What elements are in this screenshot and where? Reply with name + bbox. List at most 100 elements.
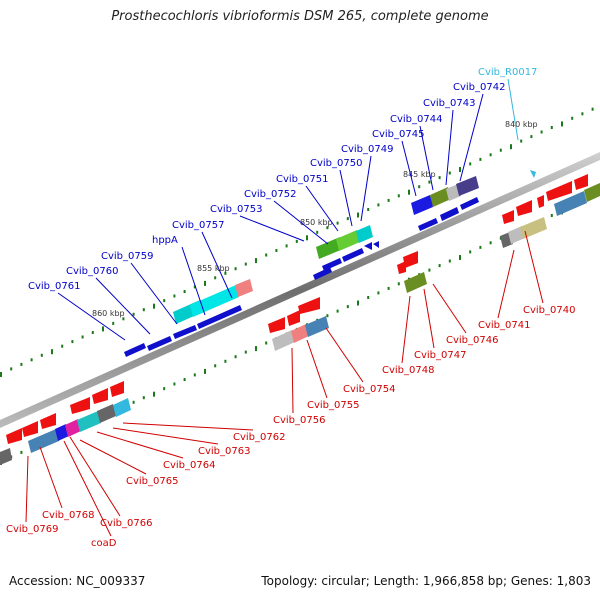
gene-label-forward[interactable]: Cvib_0751 [276, 174, 328, 185]
gene-arrow-rev-13[interactable] [516, 200, 532, 216]
gene-arrow-rev-1[interactable] [6, 428, 22, 444]
ruler-tick [591, 107, 594, 111]
cog-box-grey-3[interactable] [97, 404, 116, 423]
cog-box-magenta-1[interactable] [65, 419, 81, 437]
cog-box-lightgrey-1[interactable] [272, 330, 295, 351]
gene-label-reverse[interactable]: Cvib_0769 [6, 524, 58, 535]
ruler-tick [285, 244, 288, 248]
gene-label-forward[interactable]: Cvib_0745 [372, 129, 424, 140]
reverse-strand-genes [0, 174, 600, 465]
gene-label-reverse[interactable]: Cvib_0765 [126, 476, 178, 487]
ruler-tick [377, 203, 380, 207]
gene-label-forward[interactable]: Cvib_0760 [66, 266, 118, 277]
cog-box-khaki-1[interactable] [520, 217, 547, 239]
gene-label-reverse[interactable]: Cvib_0741 [478, 320, 530, 331]
gene-arrow-rev-12[interactable] [502, 210, 514, 224]
gene-arrow-cvib-0752[interactable] [322, 258, 342, 271]
gene-label-forward[interactable]: Cvib_0750 [310, 158, 362, 169]
gene-label-reverse[interactable]: Cvib_0754 [343, 384, 395, 395]
gene-arrow-cvib-0753[interactable] [313, 267, 332, 280]
cog-box-slate-1[interactable] [456, 176, 479, 196]
ruler-tick [193, 285, 196, 289]
cog-box-lightgrey-2[interactable] [508, 226, 525, 244]
gene-arrow-rev-11[interactable] [403, 251, 418, 268]
gene-label-forward[interactable]: hppA [152, 235, 178, 246]
gene-label-forward[interactable]: Cvib_0759 [101, 251, 153, 262]
gene-arrow-rev-2[interactable] [22, 421, 38, 437]
gene-label-reverse[interactable]: Cvib_0755 [307, 400, 359, 411]
gene-arrow-rev-14[interactable] [537, 195, 544, 208]
cog-box-cyan-5[interactable] [113, 398, 131, 417]
gene-arrow-rev-10[interactable] [397, 261, 406, 274]
gene-label-forward[interactable]: Cvib_0753 [210, 204, 262, 215]
gene-label-reverse[interactable]: Cvib_0748 [382, 365, 434, 376]
gene-arrow-rev-6[interactable] [110, 381, 124, 397]
gene-arrow-cvib-0760[interactable] [147, 336, 172, 351]
gene-arrow-cvib-0761[interactable] [124, 343, 146, 357]
ruler-tick [244, 262, 247, 266]
cog-box-green-1[interactable] [316, 237, 343, 259]
gene-label-reverse[interactable]: coaD [91, 538, 117, 549]
ruler-tick [561, 121, 563, 127]
ruler-tick [214, 276, 217, 280]
ruler-tick [132, 312, 135, 316]
leader-line-reverse [25, 455, 29, 523]
gene-arrow-cvib-0743[interactable] [440, 207, 459, 221]
gene-label-forward[interactable]: Cvib_0743 [423, 98, 475, 109]
ruler-tick [61, 344, 64, 348]
gene-arrow-rev-7[interactable] [268, 317, 285, 333]
gene-label-reverse[interactable]: Cvib_0746 [446, 335, 498, 346]
cog-box-blue-2[interactable] [55, 424, 69, 441]
leader-line-forward [445, 109, 454, 186]
gene-label-forward[interactable]: Cvib_0752 [244, 189, 296, 200]
cog-box-olive-2[interactable] [404, 272, 427, 293]
gene-label-reverse[interactable]: Cvib_0756 [273, 415, 325, 426]
gene-arrow-rev-15[interactable] [546, 181, 572, 201]
gene-label-forward[interactable]: Cvib_0757 [172, 220, 224, 231]
gene-arrow-rev-3[interactable] [40, 413, 56, 429]
cog-box-pink-1[interactable] [235, 279, 253, 297]
gene-label-forward[interactable]: Cvib_0744 [390, 114, 442, 125]
cog-box-olive-1[interactable] [430, 187, 451, 207]
cog-box-blue-1[interactable] [411, 195, 433, 215]
cog-box-olive-3[interactable] [584, 183, 600, 202]
gene-arrow-cvib-0744[interactable] [418, 218, 438, 231]
gene-arrow-rev-4[interactable] [70, 397, 90, 414]
cog-box-pink-2[interactable] [291, 324, 309, 343]
gene-arrow-rev-8[interactable] [287, 310, 300, 326]
gene-label-forward[interactable]: Cvib_0749 [341, 144, 393, 155]
gene-arrow-rev-9[interactable] [298, 297, 320, 314]
gene-label-reverse[interactable]: Cvib_0762 [233, 432, 285, 443]
cog-box-steel-2[interactable] [305, 316, 329, 337]
gene-label-forward[interactable]: Cvib_0742 [453, 82, 505, 93]
gene-label-reverse[interactable]: Cvib_0747 [414, 350, 466, 361]
ruler-tick [316, 230, 319, 234]
cog-box-steel-3[interactable] [554, 191, 587, 216]
gene-label-forward[interactable]: Cvib_0761 [28, 281, 80, 292]
cog-box-grey-2[interactable] [0, 448, 12, 465]
gene-arrow-hppa[interactable] [197, 305, 242, 329]
gene-arrow-small-2[interactable] [373, 241, 379, 248]
gene-arrow-small-1[interactable] [364, 242, 372, 250]
cog-box-steel-1[interactable] [28, 429, 59, 453]
cog-box-cyan-2[interactable] [190, 285, 239, 317]
gene-arrow-cvib-0742[interactable] [460, 197, 479, 210]
gene-label-reverse[interactable]: Cvib_0740 [523, 305, 575, 316]
cog-box-cyan-4[interactable] [77, 411, 101, 432]
gene-label-reverse[interactable]: Cvib_0768 [42, 510, 94, 521]
cog-box-cyan-3[interactable] [356, 225, 373, 243]
gene-arrow-cvib-0751[interactable] [342, 248, 364, 262]
cog-box-green-2[interactable] [336, 230, 360, 251]
gene-label-reverse[interactable]: Cvib_0764 [163, 460, 215, 471]
ruler-tick [438, 176, 441, 180]
gene-arrow-cvib-0759[interactable] [173, 325, 197, 339]
ruler-tick [30, 358, 33, 362]
gene-label-reverse[interactable]: Cvib_0763 [198, 446, 250, 457]
rna-arrow-r0017[interactable] [530, 170, 536, 178]
gene-label-rna[interactable]: Cvib_R0017 [478, 67, 537, 78]
gene-label-reverse[interactable]: Cvib_0766 [100, 518, 152, 529]
gene-arrow-rev-16[interactable] [574, 174, 588, 190]
gene-arrow-rev-5[interactable] [92, 388, 108, 404]
leader-line-forward [339, 169, 353, 227]
